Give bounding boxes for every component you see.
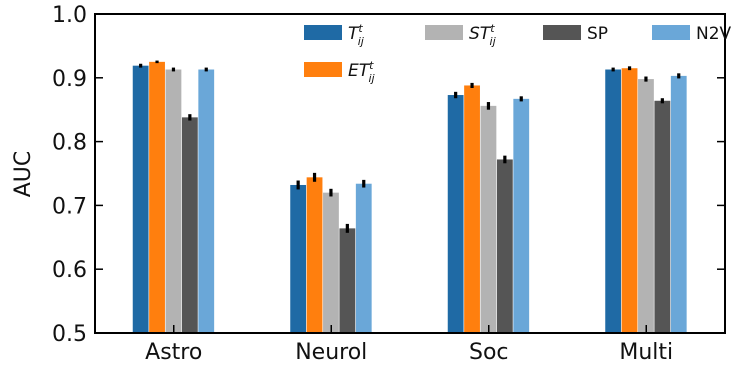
y-tick-label: 0.8 [52,131,87,156]
legend-swatch-n2v [652,25,690,40]
bar-multi-t [605,69,622,333]
bar-neurol-st [323,192,339,333]
plot-frame [94,13,726,334]
bar-astro-st [165,69,182,333]
y-tick-label: 0.5 [52,322,87,347]
legend-label-t: Tt ij [348,22,365,48]
legend-swatch-st [425,25,463,40]
y-tick-label: 0.9 [52,67,87,92]
legend-swatch-sp [543,25,581,40]
x-tick-label: Neurol [295,340,367,365]
legend: Tt ij ETt ij STt ij SP N2V [304,22,732,85]
bar-soc-et [464,85,480,334]
x-tick-label: Astro [145,340,202,365]
bar-multi-et [621,68,638,333]
bar-neurol-t [290,184,307,333]
bar-soc-st [480,105,497,334]
bar-astro-t [132,65,149,334]
y-tick-label: 1.0 [52,3,87,28]
y-tick-label: 0.7 [52,194,87,219]
y-axis-label: AUC [11,151,36,198]
bar-neurol-sp [339,228,356,333]
bar-soc-t [447,95,464,333]
bar-soc-n2v [513,98,530,333]
y-ticks: 0.5 0.6 0.7 0.8 0.9 1.0 [52,3,725,347]
y-tick-label: 0.6 [52,258,87,283]
axes [94,13,726,334]
bars-layer [132,61,687,334]
error-bars-layer [139,60,681,233]
bar-multi-st [638,79,654,333]
x-tick-label: Multi [619,340,673,365]
legend-label-et: ETt ij [348,59,376,85]
legend-label-sp: SP [587,24,608,44]
x-ticks: Astro Neurol Soc Multi [145,325,673,365]
legend-swatch-t [304,25,342,40]
bar-soc-sp [496,159,513,333]
bar-astro-n2v [198,69,215,333]
legend-swatch-et [304,62,342,77]
bar-astro-sp [181,117,198,333]
bar-multi-sp [654,100,671,334]
bar-astro-et [149,61,165,333]
bar-neurol-n2v [355,183,372,333]
legend-label-st: STt ij [469,22,497,48]
bar-multi-n2v [670,75,687,333]
x-tick-label: Soc [469,340,509,365]
legend-label-n2v: N2V [696,24,732,44]
bar-neurol-et [306,177,323,333]
